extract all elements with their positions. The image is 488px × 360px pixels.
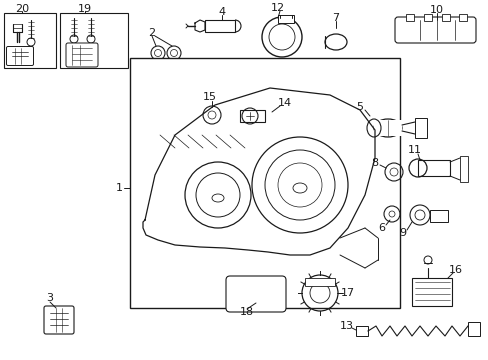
Text: 2: 2 [148,28,155,38]
Text: 7: 7 [332,13,339,23]
Text: 5: 5 [356,102,363,112]
Text: 8: 8 [371,158,378,168]
Bar [278,15,293,23]
Text: 1: 1 [115,183,122,193]
FancyBboxPatch shape [44,306,74,334]
Bar [414,118,426,138]
Bar [60,13,128,68]
Text: 12: 12 [270,3,285,13]
FancyBboxPatch shape [66,43,98,67]
Text: 10: 10 [429,5,443,15]
Text: 6: 6 [378,223,385,233]
Text: 19: 19 [78,4,92,14]
Text: 20: 20 [15,4,29,14]
FancyBboxPatch shape [6,46,34,66]
Text: 11: 11 [407,145,421,155]
Bar [204,20,235,32]
FancyBboxPatch shape [394,17,475,43]
FancyBboxPatch shape [225,276,285,312]
Text: 13: 13 [339,321,353,331]
Bar [405,14,413,21]
Bar [411,278,451,306]
Text: 3: 3 [46,293,53,303]
Text: 18: 18 [240,307,254,317]
Bar [429,210,447,222]
Text: 15: 15 [203,92,217,102]
Bar [355,326,367,336]
Bar [130,58,399,308]
Text: 14: 14 [277,98,291,108]
Text: 16: 16 [448,265,462,275]
Bar [417,160,449,176]
Text: 9: 9 [399,228,406,238]
Bar [4,13,56,68]
Bar [240,110,264,122]
Bar [458,14,466,21]
Text: 17: 17 [340,288,354,298]
Bar [373,120,401,136]
Bar [441,14,449,21]
Bar [459,156,467,182]
Bar [305,278,334,286]
Bar [423,14,431,21]
Text: 4: 4 [218,7,225,17]
Bar [467,322,479,336]
